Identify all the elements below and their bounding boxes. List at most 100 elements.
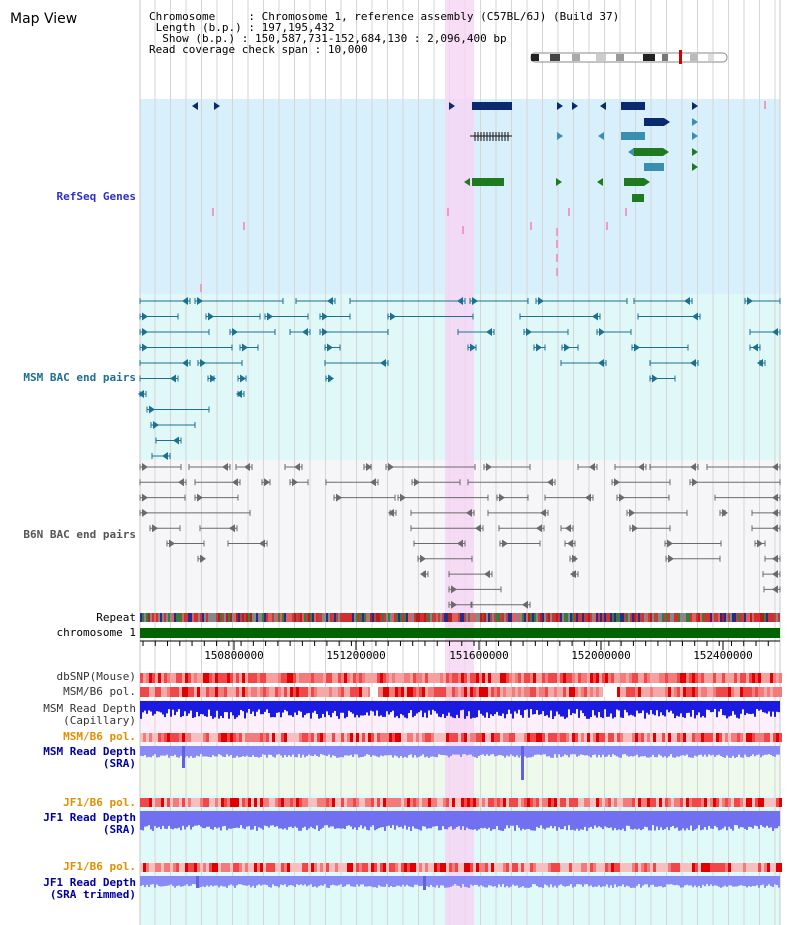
heatmap-cell	[407, 673, 410, 683]
read-depth-bar	[600, 701, 602, 718]
read-depth-bar	[576, 746, 578, 757]
heatmap-cell	[323, 687, 326, 697]
read-depth-bar	[752, 746, 754, 755]
read-depth-bar	[400, 876, 402, 887]
gene-arrow	[173, 436, 179, 445]
read-depth-bar	[474, 811, 476, 830]
read-depth-bar	[342, 811, 344, 829]
heatmap-cell	[599, 673, 602, 683]
chromosome-ideogram[interactable]	[530, 50, 728, 64]
heatmap-cell	[410, 863, 413, 872]
read-depth-bar	[288, 876, 290, 886]
read-depth-bar	[734, 876, 736, 887]
read-depth-bar	[278, 701, 280, 713]
gene-arrow	[522, 600, 528, 609]
repeat-segment	[740, 613, 742, 622]
heatmap-cell	[692, 733, 695, 742]
repeat-segment	[408, 613, 410, 622]
read-depth-bar	[714, 876, 716, 886]
read-depth-bar	[722, 701, 724, 716]
repeat-segment	[668, 613, 670, 622]
repeat-segment	[220, 613, 222, 622]
heatmap-cell	[560, 687, 563, 697]
heatmap-cell	[512, 733, 515, 742]
read-depth-bar	[450, 876, 452, 887]
heatmap-cell	[317, 687, 320, 697]
read-depth-bar	[344, 746, 346, 756]
heatmap-cell	[641, 687, 644, 697]
read-depth-bar	[492, 876, 494, 887]
read-depth-bar	[710, 876, 712, 885]
read-depth-bar	[472, 876, 474, 886]
repeat-segment	[702, 613, 704, 622]
read-depth-bar	[764, 876, 766, 888]
repeat-segment	[652, 613, 654, 622]
read-depth-bar	[650, 811, 652, 831]
heatmap-cell	[470, 733, 473, 742]
repeat-segment	[464, 613, 466, 622]
heatmap-cell	[167, 733, 170, 742]
repeat-segment	[336, 613, 338, 622]
heatmap-cell	[392, 733, 395, 742]
heatmap-cell	[578, 733, 581, 742]
repeat-segment	[684, 613, 686, 622]
heatmap-cell	[269, 673, 272, 683]
heatmap-cell	[698, 863, 701, 872]
heatmap-cell	[752, 863, 755, 872]
read-depth-bar	[500, 746, 502, 756]
heatmap-cell	[704, 733, 707, 742]
read-depth-bar	[596, 746, 598, 758]
repeat-segment	[588, 613, 590, 622]
heatmap-cell	[368, 863, 371, 872]
heatmap-cell	[497, 687, 500, 697]
heatmap-cell	[500, 687, 503, 697]
read-depth-bar	[182, 701, 184, 717]
track-label-msm-bac[interactable]: MSM BAC end pairs	[23, 371, 136, 384]
heatmap-cell	[614, 673, 617, 683]
read-depth-bar	[734, 701, 736, 715]
heatmap-cell	[593, 673, 596, 683]
refseq-genes-track[interactable]	[192, 101, 766, 292]
heatmap-cell	[563, 687, 566, 697]
read-depth-bar	[618, 746, 620, 758]
heatmap-cell	[668, 733, 671, 742]
heatmap-cell	[245, 863, 248, 872]
heatmap-cell	[533, 673, 536, 683]
read-depth-bar	[674, 701, 676, 719]
read-depth-bar	[238, 811, 240, 829]
read-depth-bar	[340, 811, 342, 829]
read-depth-bar	[170, 811, 172, 829]
heatmap-cell	[224, 673, 227, 683]
heatmap-cell	[701, 687, 704, 697]
repeat-segment	[682, 613, 684, 622]
read-depth-bar	[166, 701, 168, 714]
read-depth-bar	[260, 701, 262, 715]
read-depth-bar	[488, 701, 490, 719]
read-depth-bar	[362, 876, 364, 885]
b6n-bac-track[interactable]	[139, 463, 781, 609]
heatmap-cell	[410, 798, 413, 807]
heatmap-cell	[155, 733, 158, 742]
heatmap-cell	[143, 863, 146, 872]
read-depth-bar	[170, 876, 172, 885]
track-label-refseq[interactable]: RefSeq Genes	[56, 190, 136, 203]
read-depth-bar	[754, 876, 756, 887]
read-depth-bar	[636, 811, 638, 830]
read-depth-bar	[340, 701, 342, 713]
read-depth-bar	[346, 811, 348, 826]
read-depth-bar	[282, 701, 284, 713]
heatmap-cell	[506, 733, 509, 742]
msm-bac-track[interactable]	[138, 297, 781, 460]
repeat-segment	[670, 613, 672, 622]
read-depth-bar	[310, 701, 312, 719]
heatmap-cell	[368, 673, 371, 683]
read-depth-bar	[448, 746, 450, 758]
heatmap-cell	[320, 798, 323, 807]
track-label-b6n-bac[interactable]: B6N BAC end pairs	[23, 528, 136, 541]
read-depth-bar	[484, 811, 486, 828]
repeat-segment	[244, 613, 246, 622]
read-depth-bar	[594, 701, 596, 716]
heatmap-cell	[302, 673, 305, 683]
heatmap-cell	[488, 687, 491, 697]
